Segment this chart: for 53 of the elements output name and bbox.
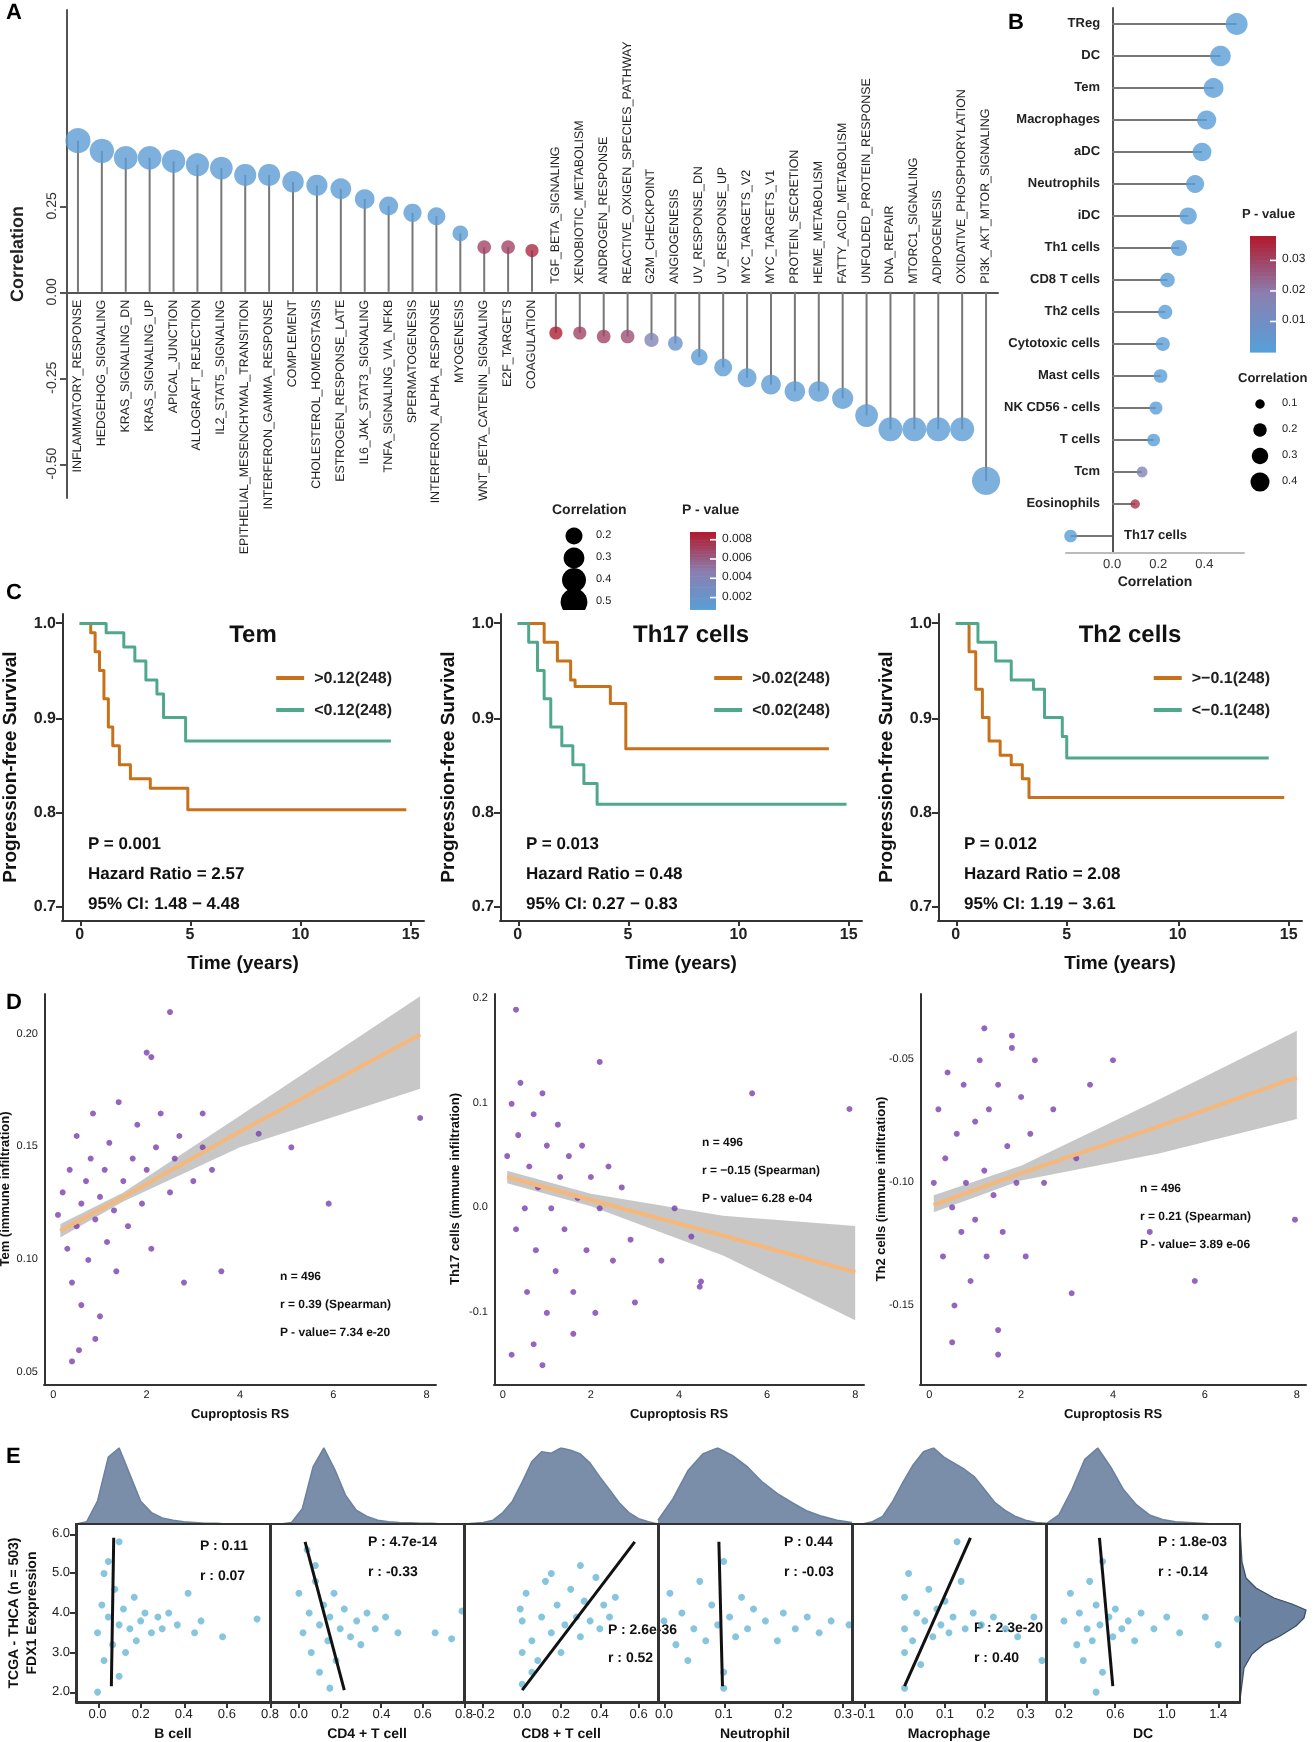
- chart-subtitle: B: [1008, 11, 1024, 35]
- annotation: Hazard Ratio = 2.08: [964, 863, 1121, 883]
- legend-label: >0.12(248): [314, 669, 393, 687]
- annotation: P = 0.001: [88, 833, 162, 853]
- chart-title: Tem: [229, 620, 277, 648]
- y-tick-label: 0.7: [909, 896, 934, 915]
- chart-subtitle: D: [6, 991, 22, 1015]
- y-tick-label: 0.7: [33, 896, 58, 915]
- legend-label: <0.02(248): [752, 701, 831, 719]
- x-tick-label: 5: [1062, 925, 1073, 943]
- y-tick-label: 1.0: [909, 614, 934, 633]
- x-tick-label: 15: [1279, 925, 1299, 943]
- chart-subtitle: E: [6, 1445, 21, 1469]
- y-tick-label: 0.8: [471, 802, 496, 821]
- x-tick-label: 15: [839, 925, 859, 943]
- x-tick-label: 10: [291, 925, 311, 943]
- y-tick-label: 0.9: [909, 708, 934, 727]
- y-tick-label: 1.0: [471, 614, 496, 633]
- x-axis-title: Time (years): [625, 952, 737, 975]
- x-tick-label: 0: [513, 925, 524, 943]
- y-axis-title: Correlation: [7, 205, 27, 303]
- x-tick-label: 10: [1168, 925, 1188, 943]
- chart-title: Th17 cells: [632, 620, 750, 648]
- y-tick-label: 0.8: [909, 802, 934, 821]
- annotation: 95% CI: 1.48 − 4.48: [88, 893, 241, 913]
- x-tick-label: 15: [401, 925, 421, 943]
- legend-label: >0.02(248): [752, 669, 831, 687]
- chart-subtitle: A: [6, 1, 22, 25]
- y-axis-title: Progression-free Survival: [875, 651, 898, 883]
- annotation: 95% CI: 1.19 − 3.61: [964, 893, 1117, 913]
- legend-label: <−0.1(248): [1191, 701, 1271, 719]
- annotation: P = 0.013: [526, 833, 600, 853]
- y-tick-label: 0.9: [33, 708, 58, 727]
- annotation: Hazard Ratio = 0.48: [526, 863, 683, 883]
- annotation: Hazard Ratio = 2.57: [88, 863, 245, 883]
- y-axis-title: Progression-free Survival: [437, 651, 460, 883]
- y-tick-label: 1.0: [33, 614, 58, 633]
- legend-label: <0.12(248): [314, 701, 393, 719]
- y-tick-label: 0.9: [471, 708, 496, 727]
- x-axis-title: Time (years): [1064, 952, 1176, 975]
- y-tick-label: 0.8: [33, 802, 58, 821]
- annotation: 95% CI: 0.27 − 0.83: [526, 893, 679, 913]
- x-tick-label: 10: [729, 925, 749, 943]
- x-axis-title: Time (years): [187, 952, 299, 975]
- legend-label: >−0.1(248): [1191, 669, 1271, 687]
- x-tick-label: 0: [951, 925, 962, 943]
- annotation: P = 0.012: [964, 833, 1038, 853]
- y-axis-title: Progression-free Survival: [0, 651, 22, 883]
- chart-subtitle: C: [6, 581, 22, 605]
- x-tick-label: 5: [623, 925, 634, 943]
- y-tick-label: 0.7: [471, 896, 496, 915]
- x-tick-label: 0: [75, 925, 86, 943]
- x-tick-label: 5: [185, 925, 196, 943]
